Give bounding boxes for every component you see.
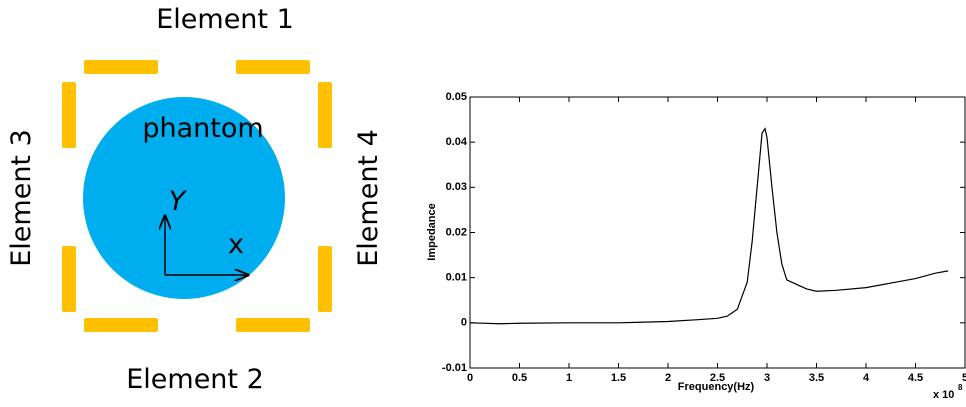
element-label: Element 3 xyxy=(6,129,37,267)
element-bar xyxy=(318,246,332,312)
y-tick-label: 0 xyxy=(461,317,467,329)
plot-frame xyxy=(470,97,965,368)
element-bar xyxy=(84,60,158,74)
element-bar xyxy=(318,82,332,148)
y-axis-label: Impedance xyxy=(426,203,438,260)
x-tick-label: 4.5 xyxy=(908,372,923,384)
x-tick-label: 5 xyxy=(962,372,966,384)
y-tick-label: 0.05 xyxy=(446,91,467,103)
element-label: Element 2 xyxy=(126,364,264,395)
y-tick-label: 0.01 xyxy=(446,272,467,284)
x-tick-label: 0 xyxy=(467,372,473,384)
element-bar xyxy=(62,246,76,312)
x-multiplier-exponent: 8 xyxy=(958,383,963,392)
axis-label: Y xyxy=(169,186,188,217)
phantom-label: phantom xyxy=(142,113,263,144)
y-tick-label: -0.01 xyxy=(442,362,467,374)
line xyxy=(470,129,948,324)
x-tick-label: 1 xyxy=(566,372,572,384)
x-tick-label: 3.5 xyxy=(809,372,824,384)
x-multiplier: x 10 xyxy=(933,389,954,401)
x-tick-label: 0.5 xyxy=(512,372,527,384)
element-bar xyxy=(236,60,310,74)
y-tick-label: 0.03 xyxy=(446,181,467,193)
axis-label: x xyxy=(228,229,244,260)
x-tick-label: 2.5 xyxy=(710,372,725,384)
x-tick-label: 1.5 xyxy=(611,372,626,384)
x-tick-label: 2 xyxy=(665,372,671,384)
element-bar xyxy=(236,318,310,332)
element-bar xyxy=(62,82,76,148)
diagram: Element 1 Element 2 Element 3 Element 4 … xyxy=(6,4,384,395)
element-bar xyxy=(84,318,158,332)
element-label: Element 1 xyxy=(156,4,294,35)
y-tick-label: 0.02 xyxy=(446,226,467,238)
y-tick-label: 0.04 xyxy=(446,136,468,148)
figure: Element 1 Element 2 Element 3 Element 4 … xyxy=(0,0,966,407)
chart: Impedance Frequency(Hz) x 10 8 -0.0100.0… xyxy=(426,91,966,401)
x-tick-label: 4 xyxy=(863,372,870,384)
x-tick-label: 3 xyxy=(764,372,770,384)
element-label: Element 4 xyxy=(353,129,384,267)
